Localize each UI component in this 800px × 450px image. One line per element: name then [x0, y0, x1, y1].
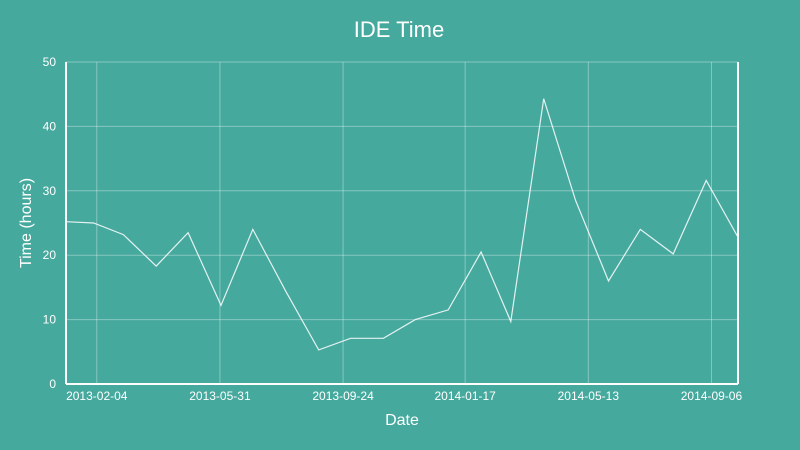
x-tick-label: 2014-09-06 [681, 389, 743, 403]
x-tick-label: 2014-01-17 [434, 389, 496, 403]
series-line [65, 98, 739, 351]
y-tick-label: 40 [43, 119, 57, 133]
series-layer [65, 98, 739, 351]
chart-title: IDE Time [354, 17, 444, 42]
x-tick-label: 2013-05-31 [189, 389, 251, 403]
x-axis-label: Date [385, 412, 419, 429]
tick-layer: 0 10 20 30 40 50 2013-02-04 2013-05-31 2013-09-2… [43, 55, 743, 403]
y-tick-label: 10 [43, 313, 57, 327]
y-tick-label: 20 [43, 248, 57, 262]
x-tick-label: 2013-02-04 [66, 389, 128, 403]
y-tick-label: 50 [43, 55, 57, 69]
y-tick-label: 30 [43, 184, 57, 198]
y-axis-label: Time (hours) [18, 178, 35, 268]
grid-layer [66, 61, 738, 384]
x-tick-label: 2014-05-13 [558, 389, 620, 403]
y-tick-label: 0 [49, 377, 56, 391]
axis-layer [65, 62, 739, 385]
x-tick-label: 2013-09-24 [312, 389, 374, 403]
